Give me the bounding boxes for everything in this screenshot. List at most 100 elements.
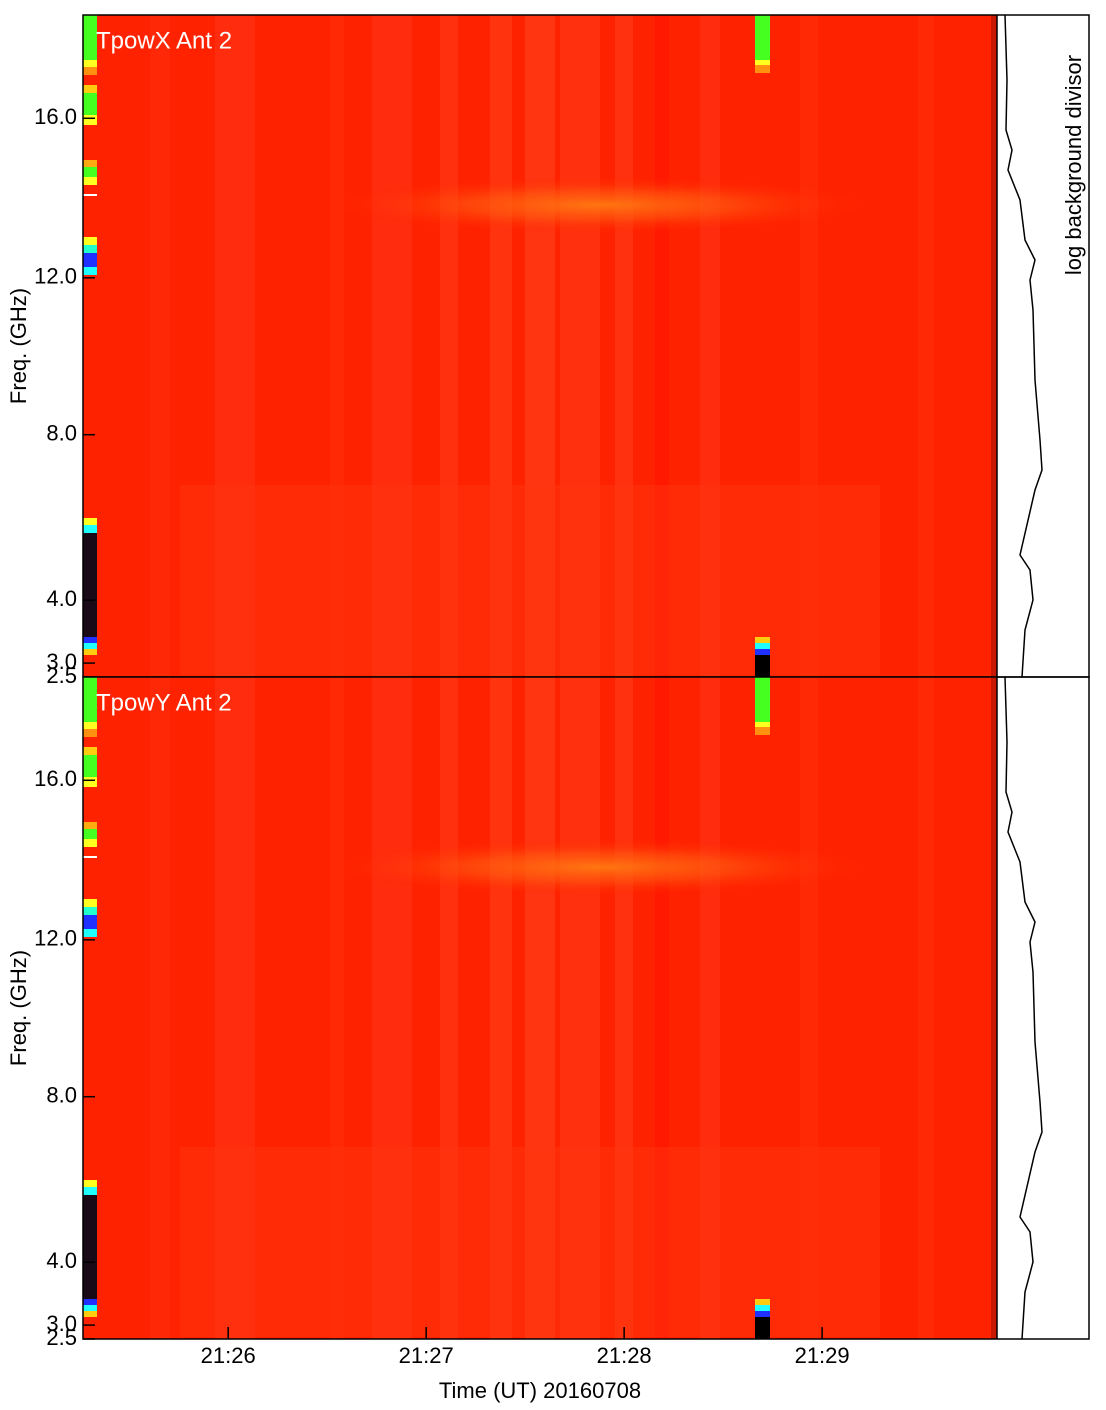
streak	[150, 677, 170, 1339]
streak	[215, 677, 255, 1339]
edge-strip	[991, 15, 997, 677]
channel	[83, 929, 97, 937]
streak	[525, 15, 555, 677]
channel	[83, 777, 97, 787]
y-tick-label: 3.0	[46, 1311, 77, 1336]
channel	[755, 677, 770, 722]
edge-strip	[991, 677, 997, 1339]
streak	[440, 677, 458, 1339]
channel	[755, 60, 770, 65]
y-tick-label: 4.0	[46, 586, 77, 611]
streak	[560, 677, 600, 1339]
emission-band	[330, 839, 870, 895]
channel	[83, 177, 97, 185]
channel	[83, 649, 97, 655]
channel	[83, 839, 97, 847]
channel	[755, 1299, 770, 1305]
channel	[83, 253, 97, 267]
channel	[83, 643, 97, 649]
channel	[755, 643, 770, 649]
x-axis-label: Time (UT) 20160708	[439, 1378, 641, 1403]
channel	[83, 755, 97, 777]
channel	[83, 722, 97, 729]
y-tick-label: 16.0	[34, 104, 77, 129]
panel-title: TpowX Ant 2	[96, 27, 232, 54]
panel-title: TpowY Ant 2	[96, 689, 232, 716]
channel	[83, 533, 97, 647]
streak	[918, 15, 934, 677]
streak	[440, 15, 458, 677]
channel	[83, 637, 97, 643]
y-tick-label: 12.0	[34, 926, 77, 951]
channel	[83, 67, 97, 75]
y-axis-label: Freq. (GHz)	[6, 288, 31, 404]
channel	[755, 15, 770, 60]
x-tick-label: 21:27	[399, 1343, 454, 1368]
channel	[83, 85, 97, 93]
y-tick-label: 2.5	[46, 1325, 77, 1350]
channel	[83, 1299, 97, 1305]
channel	[755, 1317, 770, 1339]
bottom-glow	[180, 485, 880, 675]
streak	[800, 677, 818, 1339]
channel	[755, 1305, 770, 1311]
emission-band	[330, 177, 870, 233]
channel	[755, 637, 770, 643]
y-tick-label: 8.0	[46, 1083, 77, 1108]
panel: TpowY Ant 2 Freq. (GHz) 2.53.0 4.0 8.0 12.0 16…	[6, 676, 1090, 1403]
y-tick-label: 12.0	[34, 264, 77, 289]
channel	[83, 237, 97, 245]
channel	[83, 1311, 97, 1317]
channel	[755, 655, 770, 677]
channel	[83, 829, 97, 839]
channel	[83, 60, 97, 67]
channel	[755, 65, 770, 73]
channel	[83, 1195, 97, 1309]
channel	[83, 729, 97, 737]
channel	[83, 115, 97, 125]
channel	[755, 722, 770, 727]
channel	[83, 1187, 97, 1195]
channel	[83, 160, 97, 167]
channel	[83, 167, 97, 177]
streak	[918, 677, 934, 1339]
channel	[83, 677, 97, 722]
streak	[330, 677, 344, 1339]
y-tick-label: 8.0	[46, 421, 77, 446]
channel	[83, 518, 97, 525]
bottom-glow	[180, 1147, 880, 1337]
frame	[82, 676, 1090, 1340]
channel	[755, 649, 770, 655]
channel	[83, 245, 97, 253]
streak	[372, 677, 412, 1339]
x-tick-label: 21:29	[795, 1343, 850, 1368]
x-tick-label: 21:26	[201, 1343, 256, 1368]
channel	[83, 899, 97, 907]
channel	[83, 907, 97, 915]
streak	[215, 15, 255, 677]
y-tick-label: 3.0	[46, 649, 77, 674]
channel	[83, 525, 97, 533]
channel	[755, 1311, 770, 1317]
streak	[330, 15, 344, 677]
channel	[83, 747, 97, 755]
y-tick-label: 4.0	[46, 1248, 77, 1273]
channel	[83, 267, 97, 275]
y-tick-label: 2.5	[46, 663, 77, 688]
streak	[150, 15, 170, 677]
channel	[83, 1180, 97, 1187]
background-profile	[1004, 14, 1043, 678]
channel	[83, 1305, 97, 1311]
panel: TpowX Ant 2 Freq. (GHz) log background div…	[6, 14, 1090, 688]
y-axis-label: Freq. (GHz)	[6, 950, 31, 1066]
side-label: log background divisor	[1061, 55, 1086, 275]
channel	[83, 15, 97, 60]
streak	[372, 15, 412, 677]
streak	[525, 677, 555, 1339]
channel	[83, 915, 97, 929]
streak	[560, 15, 600, 677]
channel	[83, 93, 97, 115]
y-tick-label: 16.0	[34, 766, 77, 791]
x-tick-label: 21:28	[597, 1343, 652, 1368]
